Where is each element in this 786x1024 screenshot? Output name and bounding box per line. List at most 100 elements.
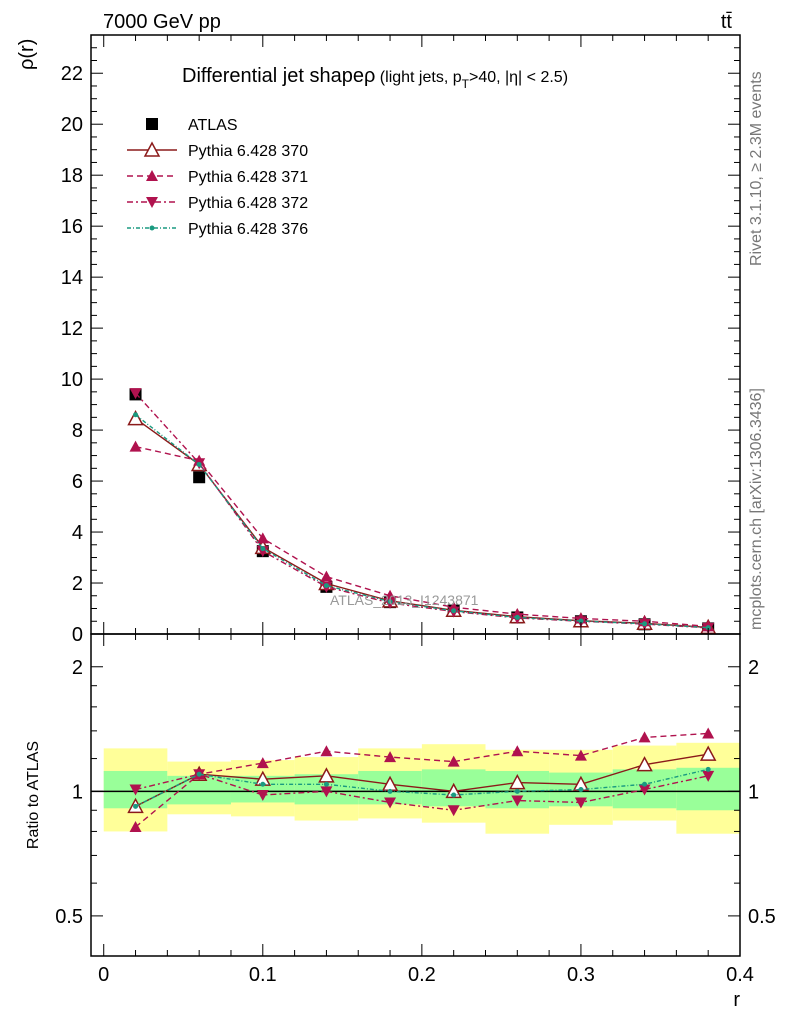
ratio-point-pythia-6-428-370: [699, 745, 717, 761]
ratio-y-tick-label-right: 0.5: [748, 906, 776, 928]
x-tick-label: 0.3: [567, 964, 595, 986]
ratio-point-pythia-6-428-372: [320, 786, 333, 798]
ratio-point-pythia-6-428-372: [511, 795, 524, 807]
chart-title-paren: (light jets, p: [375, 69, 461, 86]
ratio-point-pythia-6-428-376: [260, 781, 266, 787]
point-pythia-6-428-371: [129, 440, 142, 452]
legend: ATLAS Pythia 6.428 370 Pythia 6.428 371 Pyt…: [127, 117, 308, 238]
point-pythia-6-428-376: [133, 412, 139, 418]
point-pythia-6-428-376: [260, 546, 266, 552]
ratio-point-pythia-6-428-372: [256, 789, 269, 801]
chart-title-sub: T: [462, 77, 470, 91]
ratio-y-tick-label: 2: [72, 657, 83, 679]
y-axis-label: ρ(r): [16, 39, 38, 70]
legend-label: Pythia 6.428 371: [188, 169, 308, 186]
ratio-point-pythia-6-428-376: [323, 781, 329, 787]
ratio-point-pythia-6-428-370: [636, 756, 653, 772]
chart-title-paren-close: >40, |η| < 2.5): [469, 69, 568, 86]
legend-label: Pythia 6.428 372: [188, 195, 308, 212]
series-line-pythia-6-428-376: [135, 414, 709, 629]
legend-label: Pythia 6.428 370: [188, 143, 308, 160]
ratio-point-pythia-6-428-371: [447, 755, 460, 767]
ratio-series-line-pythia-6-428-372: [135, 773, 709, 811]
ratio-panel: 0 0.1 0.2 0.3 0.40.5 0.51 12 2: [55, 35, 776, 986]
ratio-frame: [90, 633, 741, 957]
ratio-series-line-pythia-6-428-371: [135, 732, 709, 828]
mcplots-label: mcplots.cern.ch [arXiv:1306.3436]: [748, 388, 765, 630]
ratio-point-pythia-6-428-376: [514, 788, 520, 794]
y-tick-label: 16: [61, 216, 83, 238]
ratio-point-pythia-6-428-371: [129, 820, 142, 832]
point-pythia-6-428-376: [705, 625, 711, 631]
ratio-point-pythia-6-428-371: [511, 745, 524, 757]
ratio-point-pythia-6-428-376: [133, 803, 139, 809]
y-tick-label: 22: [61, 63, 83, 85]
y-tick-label: 0: [72, 624, 83, 646]
ratio-point-pythia-6-428-372: [384, 797, 397, 809]
ratio-point-pythia-6-428-372: [702, 770, 715, 782]
ratio-point-pythia-6-428-371: [702, 727, 715, 739]
y-tick-label: 2: [72, 573, 83, 595]
legend-marker: [146, 197, 158, 208]
point-pythia-6-428-372: [129, 388, 142, 400]
legend-marker: [149, 225, 155, 231]
legend-marker: [146, 118, 158, 130]
point-pythia-6-428-376: [196, 461, 202, 467]
y-tick-label: 10: [61, 369, 83, 391]
ratio-series-line-pythia-6-428-376: [135, 768, 709, 807]
ratio-point-pythia-6-428-372: [574, 797, 587, 809]
ratio-y-axis-label: Ratio to ATLAS: [25, 741, 42, 849]
y-tick-label: 20: [61, 114, 83, 136]
y-tick-label: 4: [72, 522, 83, 544]
y-tick-label: 14: [61, 267, 83, 289]
ratio-point-pythia-6-428-371: [638, 731, 651, 743]
ratio-point-pythia-6-428-376: [705, 766, 711, 772]
point-pythia-6-428-371: [256, 532, 269, 544]
ratio-point-pythia-6-428-370: [509, 773, 526, 790]
chart-title-main: Differential jet shape: [182, 65, 364, 87]
legend-label: Pythia 6.428 376: [188, 221, 308, 238]
ratio-point-pythia-6-428-376: [642, 781, 648, 787]
x-tick-label: 0: [98, 964, 109, 986]
y-tick-label: 8: [72, 420, 83, 442]
series-line-pythia-6-428-371: [135, 445, 709, 628]
ratio-point-pythia-6-428-376: [578, 787, 584, 793]
y-tick-label: 12: [61, 318, 83, 340]
ratio-point-pythia-6-428-372: [129, 784, 142, 796]
x-axis-label: r: [733, 989, 740, 1011]
legend-label: ATLAS: [188, 117, 238, 134]
ratio-point-pythia-6-428-372: [447, 805, 460, 817]
point-pythia-6-428-376: [578, 618, 584, 624]
ratio-point-pythia-6-428-372: [638, 784, 651, 796]
ratio-y-tick-label: 0.5: [55, 906, 83, 928]
point-atlas: [193, 471, 206, 484]
rivet-version-label: Rivet 3.1.10, ≥ 2.3M events: [748, 71, 765, 266]
energy-label: 7000 GeV pp: [103, 11, 221, 33]
ratio-point-pythia-6-428-371: [256, 757, 269, 769]
point-pythia-6-428-376: [451, 608, 457, 614]
y-tick-label: 18: [61, 165, 83, 187]
legend-marker: [143, 141, 161, 157]
ratio-point-pythia-6-428-371: [384, 751, 397, 763]
process-label: tt̄: [721, 11, 733, 33]
ratio-point-pythia-6-428-376: [451, 792, 457, 798]
x-tick-label: 0.2: [408, 964, 436, 986]
watermark: ATLAS_2013_I1243871: [330, 592, 479, 608]
x-tick-label: 0.1: [249, 964, 277, 986]
y-tick-label: 6: [72, 471, 83, 493]
ratio-y-tick-label: 1: [72, 781, 83, 803]
point-pythia-6-428-370: [127, 410, 144, 426]
ratio-point-pythia-6-428-371: [574, 749, 587, 761]
ratio-point-pythia-6-428-371: [320, 745, 333, 757]
ratio-series-line-pythia-6-428-370: [135, 753, 709, 807]
legend-marker: [146, 170, 158, 181]
point-pythia-6-428-372: [256, 546, 269, 558]
chart-title: Differential jet shapeρ (light jets, pT>…: [182, 65, 568, 91]
point-pythia-6-428-376: [514, 614, 520, 620]
main-panel: 0 2 4 6 8 10 12 14 16 18 20 22: [61, 34, 741, 646]
point-pythia-6-428-376: [642, 621, 648, 627]
point-pythia-6-428-376: [387, 599, 393, 605]
point-pythia-6-428-376: [323, 583, 329, 589]
ratio-point-pythia-6-428-376: [387, 788, 393, 794]
